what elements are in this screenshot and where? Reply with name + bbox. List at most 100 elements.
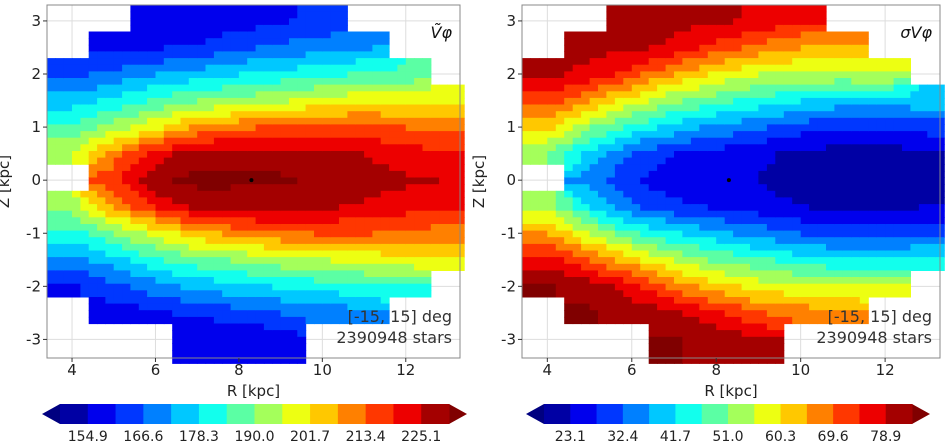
heatmap-cell: [197, 144, 207, 152]
heatmap-cell: [263, 170, 273, 179]
heatmap-cell: [130, 250, 140, 258]
heatmap-cell: [163, 64, 173, 72]
heatmap-cell: [322, 44, 332, 52]
heatmap-cell: [389, 184, 398, 192]
heatmap-cell: [380, 257, 390, 265]
heatmap-cell: [289, 224, 298, 232]
heatmap-cell: [230, 323, 240, 331]
heatmap-cell: [314, 230, 323, 238]
heatmap-cell: [263, 184, 273, 192]
heatmap-cell: [138, 51, 148, 59]
heatmap-cell: [289, 204, 298, 212]
heatmap-cell: [547, 230, 557, 238]
heatmap-cell: [640, 144, 650, 152]
heatmap-cell: [800, 184, 810, 192]
heatmap-cell: [147, 104, 156, 112]
heatmap-cell: [817, 297, 827, 305]
heatmap-cell: [439, 111, 448, 119]
heatmap-cell: [859, 97, 869, 106]
heatmap-cell: [547, 111, 557, 119]
heatmap-cell: [113, 303, 123, 311]
heatmap-cell: [783, 157, 793, 165]
heatmap-cell: [47, 84, 56, 92]
heatmap-cell: [155, 190, 165, 198]
heatmap-cell: [88, 290, 98, 298]
heatmap-cell: [247, 64, 257, 72]
heatmap-cell: [289, 283, 298, 291]
heatmap-cell: [598, 290, 607, 298]
heatmap-cell: [314, 243, 323, 252]
heatmap-cell: [322, 104, 332, 112]
heatmap-cell: [439, 197, 448, 205]
heatmap-cell: [902, 117, 911, 125]
heatmap-cell: [339, 303, 348, 311]
heatmap-cell: [272, 270, 282, 278]
heatmap-cell: [205, 210, 215, 218]
heatmap-cell: [272, 24, 282, 33]
heatmap-cell: [97, 44, 106, 52]
heatmap-cell: [876, 224, 886, 232]
heatmap-cell: [138, 124, 148, 132]
heatmap-cell: [665, 31, 675, 39]
heatmap-cell: [555, 290, 565, 298]
heatmap-cell: [230, 356, 240, 364]
heatmap-cell: [606, 78, 616, 86]
heatmap-cell: [213, 224, 223, 232]
heatmap-cell: [97, 91, 106, 99]
heatmap-cell: [648, 170, 658, 179]
heatmap-cell: [205, 164, 215, 172]
heatmap-cell: [197, 104, 207, 112]
heatmap-cell: [122, 71, 131, 79]
heatmap-cell: [47, 270, 56, 278]
heatmap-cell: [690, 197, 700, 205]
heatmap-cell: [766, 230, 776, 238]
heatmap-cell: [555, 190, 565, 198]
heatmap-cell: [598, 310, 607, 318]
heatmap-cell: [364, 38, 373, 46]
heatmap-cell: [741, 350, 751, 358]
heatmap-cell: [380, 224, 390, 232]
heatmap-cell: [733, 190, 743, 198]
heatmap-cell: [733, 224, 743, 232]
heatmap-cell: [792, 197, 802, 205]
heatmap-cell: [733, 24, 743, 33]
heatmap-cell: [538, 250, 548, 258]
heatmap-cell: [665, 263, 675, 271]
heatmap-cell: [147, 197, 156, 205]
heatmap-cell: [868, 58, 878, 66]
heatmap-cell: [263, 243, 273, 252]
heatmap-cell: [623, 270, 633, 278]
heatmap-cell: [876, 190, 886, 198]
heatmap-cell: [314, 24, 323, 33]
heatmap-cell: [322, 204, 332, 212]
heatmap-cell: [876, 217, 886, 225]
heatmap-cell: [750, 104, 759, 112]
heatmap-cell: [741, 263, 751, 271]
heatmap-cell: [339, 84, 348, 92]
heatmap-cell: [80, 157, 90, 165]
heatmap-cell: [314, 283, 323, 291]
heatmap-cell: [674, 131, 683, 139]
heatmap-cell: [564, 84, 574, 92]
heatmap-cell: [272, 11, 282, 19]
heatmap-cell: [105, 270, 115, 278]
heatmap-cell: [800, 177, 810, 185]
heatmap-cell: [163, 44, 173, 52]
heatmap-cell: [280, 11, 290, 19]
heatmap-cell: [733, 290, 743, 298]
heatmap-cell: [222, 356, 232, 364]
heatmap-cell: [800, 137, 810, 145]
colorbar-bin: [198, 404, 228, 424]
heatmap-cell: [297, 84, 307, 92]
heatmap-cell: [564, 51, 574, 59]
heatmap-cell: [783, 250, 793, 258]
heatmap-cell: [758, 124, 768, 132]
heatmap-cell: [589, 190, 599, 198]
colorbar-bin: [226, 404, 255, 424]
heatmap-cell: [213, 78, 223, 86]
heatmap-cell: [885, 204, 895, 212]
heatmap-cell: [280, 84, 290, 92]
heatmap-cell: [130, 277, 140, 285]
heatmap-cell: [322, 111, 332, 119]
heatmap-cell: [389, 224, 398, 232]
